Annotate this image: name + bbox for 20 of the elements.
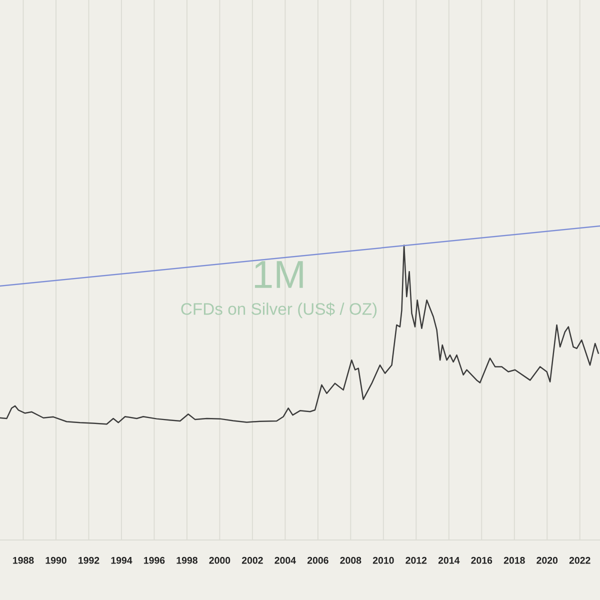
x-tick-label: 2022 <box>569 556 590 564</box>
x-tick-label: 1994 <box>111 556 132 564</box>
x-tick-label: 1996 <box>144 556 165 564</box>
x-tick-label: 2006 <box>307 556 328 564</box>
x-tick-label: 2014 <box>438 556 460 564</box>
x-tick-label: 2012 <box>406 556 427 564</box>
x-tick-label: 2000 <box>209 556 230 564</box>
x-tick-label: 1998 <box>176 556 198 564</box>
text: 1M <box>254 261 303 288</box>
x-tick-label: 1988 <box>13 556 34 564</box>
x-tick-label: 2004 <box>274 556 296 564</box>
x-tick-label: 2018 <box>504 556 525 564</box>
x-tick-label: 2002 <box>242 556 263 564</box>
x-tick-label: 1992 <box>78 556 100 564</box>
x-tick-label: 2016 <box>471 556 492 564</box>
text: CFDs on Silver (US$ / OZ) <box>181 302 377 318</box>
x-tick-label: 1990 <box>46 556 66 564</box>
x-tick-label: 2010 <box>372 556 394 564</box>
x-tick-label: 2008 <box>340 556 362 564</box>
x-tick-label: 2020 <box>536 556 558 564</box>
